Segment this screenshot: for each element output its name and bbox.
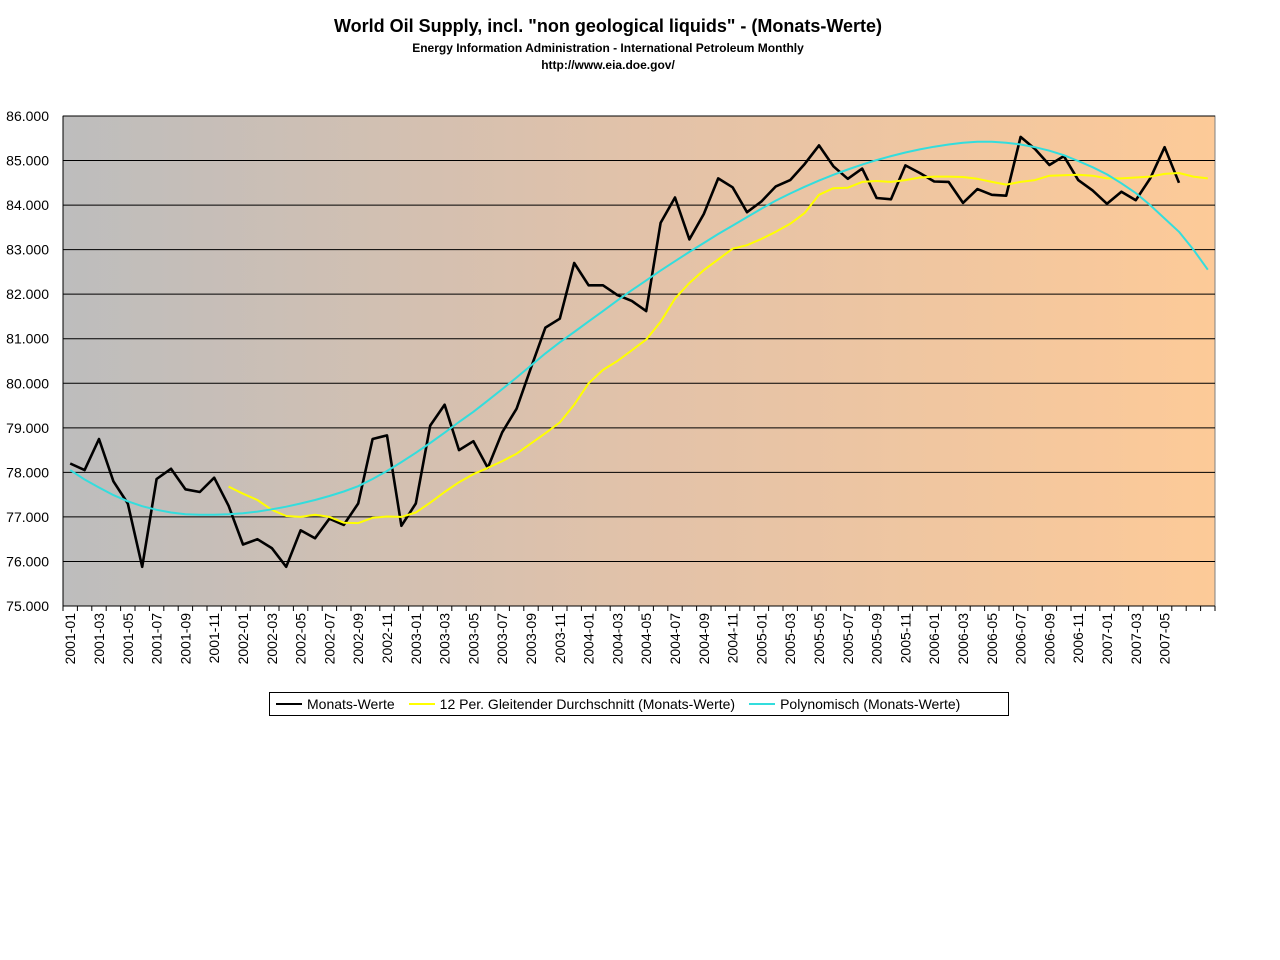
x-tick-label: 2007-01 bbox=[1099, 613, 1115, 665]
x-tick-label: 2005-11 bbox=[897, 613, 913, 664]
x-tick-label: 2005-01 bbox=[753, 613, 769, 665]
x-tick-label: 2004-11 bbox=[725, 613, 741, 664]
x-tick-label: 2003-11 bbox=[552, 613, 568, 664]
x-tick-label: 2004-09 bbox=[696, 613, 712, 665]
y-tick-label: 83.000 bbox=[6, 242, 49, 258]
legend-label-monats-werte: Monats-Werte bbox=[307, 696, 395, 712]
series-line-moving-average bbox=[228, 172, 1208, 525]
x-tick-label: 2001-03 bbox=[91, 613, 107, 665]
x-tick-label: 2001-05 bbox=[120, 613, 136, 665]
series-line-monats-werte bbox=[69, 135, 1181, 569]
y-tick-label: 75.000 bbox=[6, 598, 49, 614]
x-tick-label: 2006-07 bbox=[1013, 613, 1029, 665]
x-tick-label: 2004-01 bbox=[581, 613, 597, 665]
x-tick-label: 2001-09 bbox=[177, 613, 193, 665]
chart-subtitle-url: http://www.eia.doe.gov/ bbox=[541, 58, 675, 72]
x-tick-label: 2005-07 bbox=[840, 613, 856, 665]
x-tick-label: 2003-09 bbox=[523, 613, 539, 665]
legend-item-moving-average: 12 Per. Gleitender Durchschnitt (Monats-… bbox=[408, 696, 736, 712]
x-tick-label: 2002-11 bbox=[379, 613, 395, 664]
x-tick-label: 2004-07 bbox=[667, 613, 683, 665]
legend-item-monats-werte: Monats-Werte bbox=[276, 696, 395, 712]
x-tick-label: 2001-11 bbox=[206, 613, 222, 664]
x-tick-label: 2004-05 bbox=[638, 613, 654, 665]
x-tick-label: 2002-03 bbox=[264, 613, 280, 665]
chart-title: World Oil Supply, incl. "non geological … bbox=[333, 16, 883, 36]
y-tick-label: 78.000 bbox=[6, 464, 49, 480]
y-tick-label: 79.000 bbox=[6, 420, 49, 436]
y-tick-label: 84.000 bbox=[6, 197, 49, 213]
legend-item-polynomial: Polynomisch (Monats-Werte) bbox=[749, 696, 960, 712]
legend-label-polynomial: Polynomisch (Monats-Werte) bbox=[780, 696, 961, 712]
x-tick-label: 2003-07 bbox=[494, 613, 510, 665]
plot-area bbox=[62, 115, 1216, 607]
x-tick-label: 2006-05 bbox=[984, 613, 1000, 665]
x-tick-label: 2002-07 bbox=[321, 613, 337, 665]
y-tick-label: 80.000 bbox=[6, 375, 49, 391]
x-tick-label: 2002-05 bbox=[293, 613, 309, 665]
series-line-polynomial bbox=[69, 140, 1209, 516]
y-tick-label: 85.000 bbox=[6, 153, 49, 169]
x-tick-label: 2007-03 bbox=[1128, 613, 1144, 665]
x-tick-label: 2003-05 bbox=[465, 613, 481, 665]
x-tick-label: 2005-09 bbox=[869, 613, 885, 665]
legend-swatch-monats-werte bbox=[276, 703, 302, 705]
x-tick-label: 2003-03 bbox=[437, 613, 453, 665]
y-tick-label: 77.000 bbox=[6, 509, 49, 525]
x-tick-label: 2001-01 bbox=[62, 613, 78, 665]
x-tick-label: 2006-03 bbox=[955, 613, 971, 665]
legend-swatch-polynomial bbox=[749, 703, 776, 705]
legend-swatch-moving-average bbox=[408, 703, 435, 705]
x-tick-label: 2005-05 bbox=[811, 613, 827, 665]
y-tick-label: 82.000 bbox=[6, 286, 49, 302]
y-tick-label: 76.000 bbox=[6, 553, 49, 569]
x-tick-label: 2003-01 bbox=[408, 613, 424, 665]
x-tick-label: 2002-01 bbox=[235, 613, 251, 665]
chart-legend: Monats-Werte 12 Per. Gleitender Durchsch… bbox=[269, 692, 1009, 716]
chart-subtitle-source: Energy Information Administration - Inte… bbox=[412, 41, 804, 55]
x-tick-label: 2001-07 bbox=[149, 613, 165, 665]
x-tick-label: 2002-09 bbox=[350, 613, 366, 665]
x-tick-label: 2004-03 bbox=[609, 613, 625, 665]
x-tick-label: 2007-05 bbox=[1157, 613, 1173, 665]
y-tick-label: 86.000 bbox=[6, 108, 49, 124]
x-tick-label: 2006-09 bbox=[1041, 613, 1057, 665]
x-tick-label: 2006-01 bbox=[926, 613, 942, 665]
y-tick-label: 81.000 bbox=[6, 331, 49, 347]
x-tick-label: 2005-03 bbox=[782, 613, 798, 665]
x-tick-label: 2006-11 bbox=[1070, 613, 1086, 664]
legend-label-moving-average: 12 Per. Gleitender Durchschnitt (Monats-… bbox=[439, 696, 736, 712]
